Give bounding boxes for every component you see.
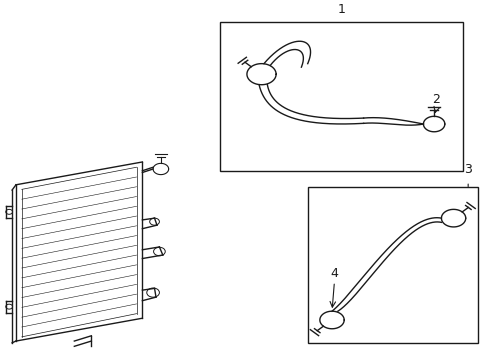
Text: 2: 2 (432, 93, 440, 106)
Bar (220, 22, 462, 171)
Bar (307, 186, 477, 343)
Text: 1: 1 (337, 3, 345, 16)
Text: 3: 3 (463, 163, 471, 176)
Text: 4: 4 (330, 267, 338, 280)
